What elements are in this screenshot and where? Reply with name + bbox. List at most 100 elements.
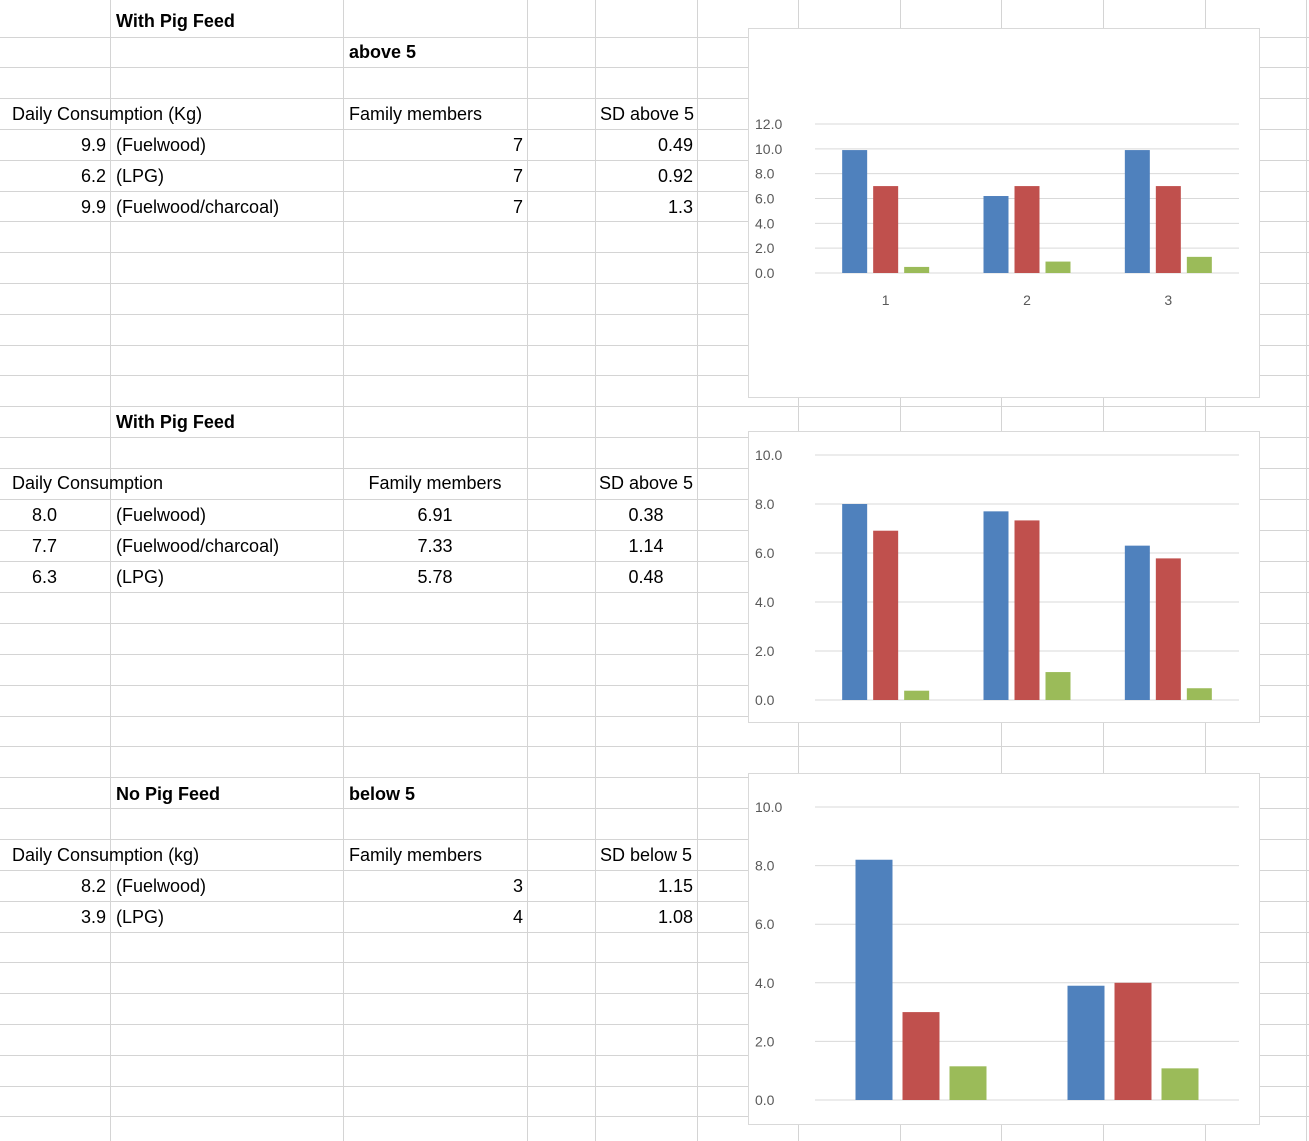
section1-row3-fuel[interactable]: (Fuelwood/charcoal) xyxy=(116,197,280,217)
bar-series1-cat1[interactable] xyxy=(842,504,868,700)
bar-series2-cat1[interactable] xyxy=(873,530,899,700)
row-divider xyxy=(0,499,1309,500)
bar-series1-cat2[interactable] xyxy=(1067,985,1105,1100)
section1-row3-value[interactable]: 9.9 xyxy=(80,197,106,217)
row-divider xyxy=(0,221,1309,222)
y-tick-label: 0.0 xyxy=(755,1092,775,1108)
bar-series3-cat2[interactable] xyxy=(1045,672,1071,700)
bar-series3-cat3[interactable] xyxy=(1186,688,1212,700)
row-divider xyxy=(0,962,1309,963)
section1-row2-fuel[interactable]: (LPG) xyxy=(116,166,165,186)
row-divider xyxy=(0,98,1309,99)
section3-row2-sd[interactable]: 1.08 xyxy=(657,907,693,927)
section2-header-sd[interactable]: SD above 5 xyxy=(598,473,694,493)
section2-row3-value[interactable]: 6.3 xyxy=(32,567,58,587)
section3-title[interactable]: No Pig Feed xyxy=(116,784,221,804)
section2-row3-family[interactable]: 5.78 xyxy=(417,567,453,587)
section2-row1-family[interactable]: 6.91 xyxy=(417,505,453,525)
section1-row1-family[interactable]: 7 xyxy=(512,135,523,155)
section3-header-consumption[interactable]: Daily Consumption (kg) xyxy=(12,845,200,865)
bar-series2-cat2[interactable] xyxy=(1014,520,1040,700)
section1-row1-sd[interactable]: 0.49 xyxy=(657,135,693,155)
section1-header-family[interactable]: Family members xyxy=(349,104,483,124)
x-tick-label: 3 xyxy=(1164,292,1172,308)
section3-row1-value[interactable]: 8.2 xyxy=(80,876,106,896)
section2-row1-value[interactable]: 8.0 xyxy=(32,505,58,525)
row-divider xyxy=(0,685,1309,686)
row-divider xyxy=(0,437,1309,438)
section2-header-consumption[interactable]: Daily Consumption xyxy=(12,473,164,493)
row-divider xyxy=(0,37,1309,38)
row-divider xyxy=(0,1086,1309,1087)
bar-series1-cat1[interactable] xyxy=(842,150,868,273)
bar-series2-cat3[interactable] xyxy=(1155,558,1181,700)
bar-series1-cat3[interactable] xyxy=(1124,150,1150,273)
section2-header-family[interactable]: Family members xyxy=(368,473,502,493)
section2-row3-sd[interactable]: 0.48 xyxy=(628,567,664,587)
bar-series1-cat2[interactable] xyxy=(983,511,1009,700)
section3-row2-fuel[interactable]: (LPG) xyxy=(116,907,165,927)
section2-row2-sd[interactable]: 1.14 xyxy=(628,536,664,556)
section2-row2-value[interactable]: 7.7 xyxy=(32,536,58,556)
y-tick-label: 4.0 xyxy=(755,594,775,610)
section1-title[interactable]: With Pig Feed xyxy=(116,11,235,31)
bar-series3-cat1[interactable] xyxy=(904,690,930,700)
section3-row1-fuel[interactable]: (Fuelwood) xyxy=(116,876,207,896)
chart-section1[interactable]: 0.0 2.0 4.0 6.0 8.0 10.0 12.0 1 2 3 xyxy=(748,28,1260,398)
row-divider xyxy=(0,530,1309,531)
bar-series1-cat1[interactable] xyxy=(855,859,893,1100)
chart-section2-svg: 0.0 2.0 4.0 6.0 8.0 10.0 xyxy=(755,447,1239,708)
section1-row3-family[interactable]: 7 xyxy=(512,197,523,217)
section3-row2-family[interactable]: 4 xyxy=(512,907,523,927)
bar-series3-cat1[interactable] xyxy=(949,1066,987,1100)
row-divider xyxy=(0,993,1309,994)
column-divider xyxy=(1306,0,1307,1141)
section2-row1-sd[interactable]: 0.38 xyxy=(628,505,664,525)
y-tick-label: 10.0 xyxy=(755,799,782,815)
section3-subtitle[interactable]: below 5 xyxy=(349,784,416,804)
row-divider xyxy=(0,561,1309,562)
section3-row2-value[interactable]: 3.9 xyxy=(80,907,106,927)
section2-row2-fuel[interactable]: (Fuelwood/charcoal) xyxy=(116,536,280,556)
y-tick-label: 4.0 xyxy=(755,215,775,231)
row-divider xyxy=(0,1024,1309,1025)
section3-header-sd[interactable]: SD below 5 xyxy=(600,845,693,865)
section1-row2-family[interactable]: 7 xyxy=(512,166,523,186)
bar-series3-cat2[interactable] xyxy=(1161,1068,1199,1100)
section2-row3-fuel[interactable]: (LPG) xyxy=(116,567,165,587)
y-tick-label: 2.0 xyxy=(755,643,775,659)
section1-header-consumption[interactable]: Daily Consumption (Kg) xyxy=(12,104,203,124)
section2-row2-family[interactable]: 7.33 xyxy=(417,536,453,556)
column-divider xyxy=(595,0,596,1141)
section3-header-family[interactable]: Family members xyxy=(349,845,483,865)
bar-series3-cat2[interactable] xyxy=(1045,261,1071,273)
row-divider xyxy=(0,932,1309,933)
section1-row1-value[interactable]: 9.9 xyxy=(80,135,106,155)
section3-row1-family[interactable]: 3 xyxy=(512,876,523,896)
bar-series2-cat2[interactable] xyxy=(1014,186,1040,273)
section1-row3-sd[interactable]: 1.3 xyxy=(667,197,693,217)
section1-row2-sd[interactable]: 0.92 xyxy=(657,166,693,186)
row-divider xyxy=(0,252,1309,253)
section1-row1-fuel[interactable]: (Fuelwood) xyxy=(116,135,207,155)
row-divider xyxy=(0,129,1309,130)
section1-row2-value[interactable]: 6.2 xyxy=(80,166,106,186)
bar-series3-cat1[interactable] xyxy=(904,266,930,273)
bar-series3-cat3[interactable] xyxy=(1186,256,1212,273)
chart-section1-svg: 0.0 2.0 4.0 6.0 8.0 10.0 12.0 1 2 3 xyxy=(755,116,1239,308)
bar-series1-cat3[interactable] xyxy=(1124,545,1150,700)
section1-subtitle[interactable]: above 5 xyxy=(349,42,417,62)
bar-series2-cat2[interactable] xyxy=(1114,982,1152,1100)
section2-row1-fuel[interactable]: (Fuelwood) xyxy=(116,505,207,525)
chart-section3[interactable]: 0.0 2.0 4.0 6.0 8.0 10.0 xyxy=(748,773,1260,1125)
bar-series2-cat1[interactable] xyxy=(902,1012,940,1100)
section3-row1-sd[interactable]: 1.15 xyxy=(657,876,693,896)
bar-series2-cat3[interactable] xyxy=(1155,186,1181,273)
section1-header-sd[interactable]: SD above 5 xyxy=(600,104,695,124)
section2-title[interactable]: With Pig Feed xyxy=(116,412,235,432)
bar-series1-cat2[interactable] xyxy=(983,196,1009,273)
chart-section2[interactable]: 0.0 2.0 4.0 6.0 8.0 10.0 xyxy=(748,431,1260,723)
bar-series2-cat1[interactable] xyxy=(873,186,899,273)
row-divider xyxy=(0,468,1309,469)
